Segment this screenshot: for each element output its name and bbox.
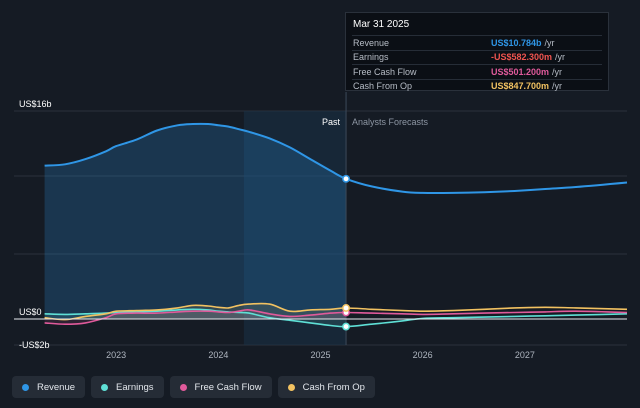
legend-dot-icon	[179, 383, 187, 391]
tooltip-unit: /yr	[555, 52, 566, 63]
marker-revenue	[342, 174, 350, 183]
tooltip-label: Cash From Op	[353, 81, 413, 92]
tooltip-label: Earnings	[353, 52, 389, 63]
tooltip-unit: /yr	[552, 81, 563, 92]
legend-dot-icon	[101, 383, 109, 391]
legend-label: Revenue	[37, 381, 76, 393]
tooltip-value: US$847.700m	[491, 81, 550, 92]
chart-legend: Revenue Earnings Free Cash Flow Cash Fro…	[12, 376, 375, 398]
marker-cash-from-op	[342, 304, 350, 312]
hover-markers	[342, 174, 350, 331]
tooltip-label: Free Cash Flow	[353, 66, 417, 77]
tooltip-value: -US$582.300m	[491, 52, 553, 63]
tooltip-value: US$501.200m	[491, 66, 550, 77]
x-axis-labels: 2023 2024 2025 2026 2027	[106, 350, 535, 360]
tooltip-date: Mar 31 2025	[353, 19, 410, 30]
y-tick-label: US$0	[19, 307, 42, 317]
legend-item-revenue[interactable]: Revenue	[12, 376, 86, 398]
x-tick-label: 2023	[106, 350, 126, 360]
legend-dot-icon	[22, 383, 29, 391]
forecast-label: Analysts Forecasts	[352, 117, 429, 127]
tooltip-row-revenue: Revenue US$10.784b /yr	[352, 35, 602, 50]
legend-item-free-cash-flow[interactable]: Free Cash Flow	[169, 376, 272, 398]
y-tick-label: -US$2b	[19, 340, 50, 350]
series-lines	[44, 122, 628, 328]
y-tick-label: US$16b	[19, 99, 52, 109]
line-cash-from-op	[44, 302, 628, 321]
past-label: Past	[322, 117, 341, 127]
tooltip-row-earnings: Earnings -US$582.300m /yr	[352, 49, 602, 65]
y-axis-labels: US$16b US$0 -US$2b	[19, 99, 52, 350]
tooltip-unit: /yr	[552, 66, 563, 77]
legend-label: Cash From Op	[302, 381, 365, 393]
x-tick-label: 2027	[515, 350, 535, 360]
tooltip-row-free-cash-flow: Free Cash Flow US$501.200m /yr	[352, 64, 602, 79]
x-tick-label: 2026	[413, 350, 433, 360]
tooltip-unit: /yr	[544, 37, 555, 48]
x-tick-label: 2024	[208, 350, 228, 360]
tooltip-label: Revenue	[353, 37, 390, 48]
data-tooltip: Mar 31 2025 Revenue US$10.784b /yr Earni…	[345, 12, 609, 91]
legend-label: Free Cash Flow	[194, 381, 262, 393]
line-free-cash-flow	[44, 309, 628, 326]
legend-item-cash-from-op[interactable]: Cash From Op	[277, 376, 375, 398]
line-revenue	[44, 122, 628, 195]
x-tick-label: 2025	[310, 350, 330, 360]
legend-item-earnings[interactable]: Earnings	[91, 376, 164, 398]
tooltip-value: US$10.784b	[491, 37, 542, 48]
legend-label: Earnings	[116, 381, 154, 393]
area-revenue	[44, 123, 346, 319]
marker-earnings	[342, 322, 350, 331]
tooltip-row-cash-from-op: Cash From Op US$847.700m /yr	[352, 78, 602, 94]
legend-dot-icon	[287, 383, 295, 391]
line-earnings	[44, 308, 628, 328]
